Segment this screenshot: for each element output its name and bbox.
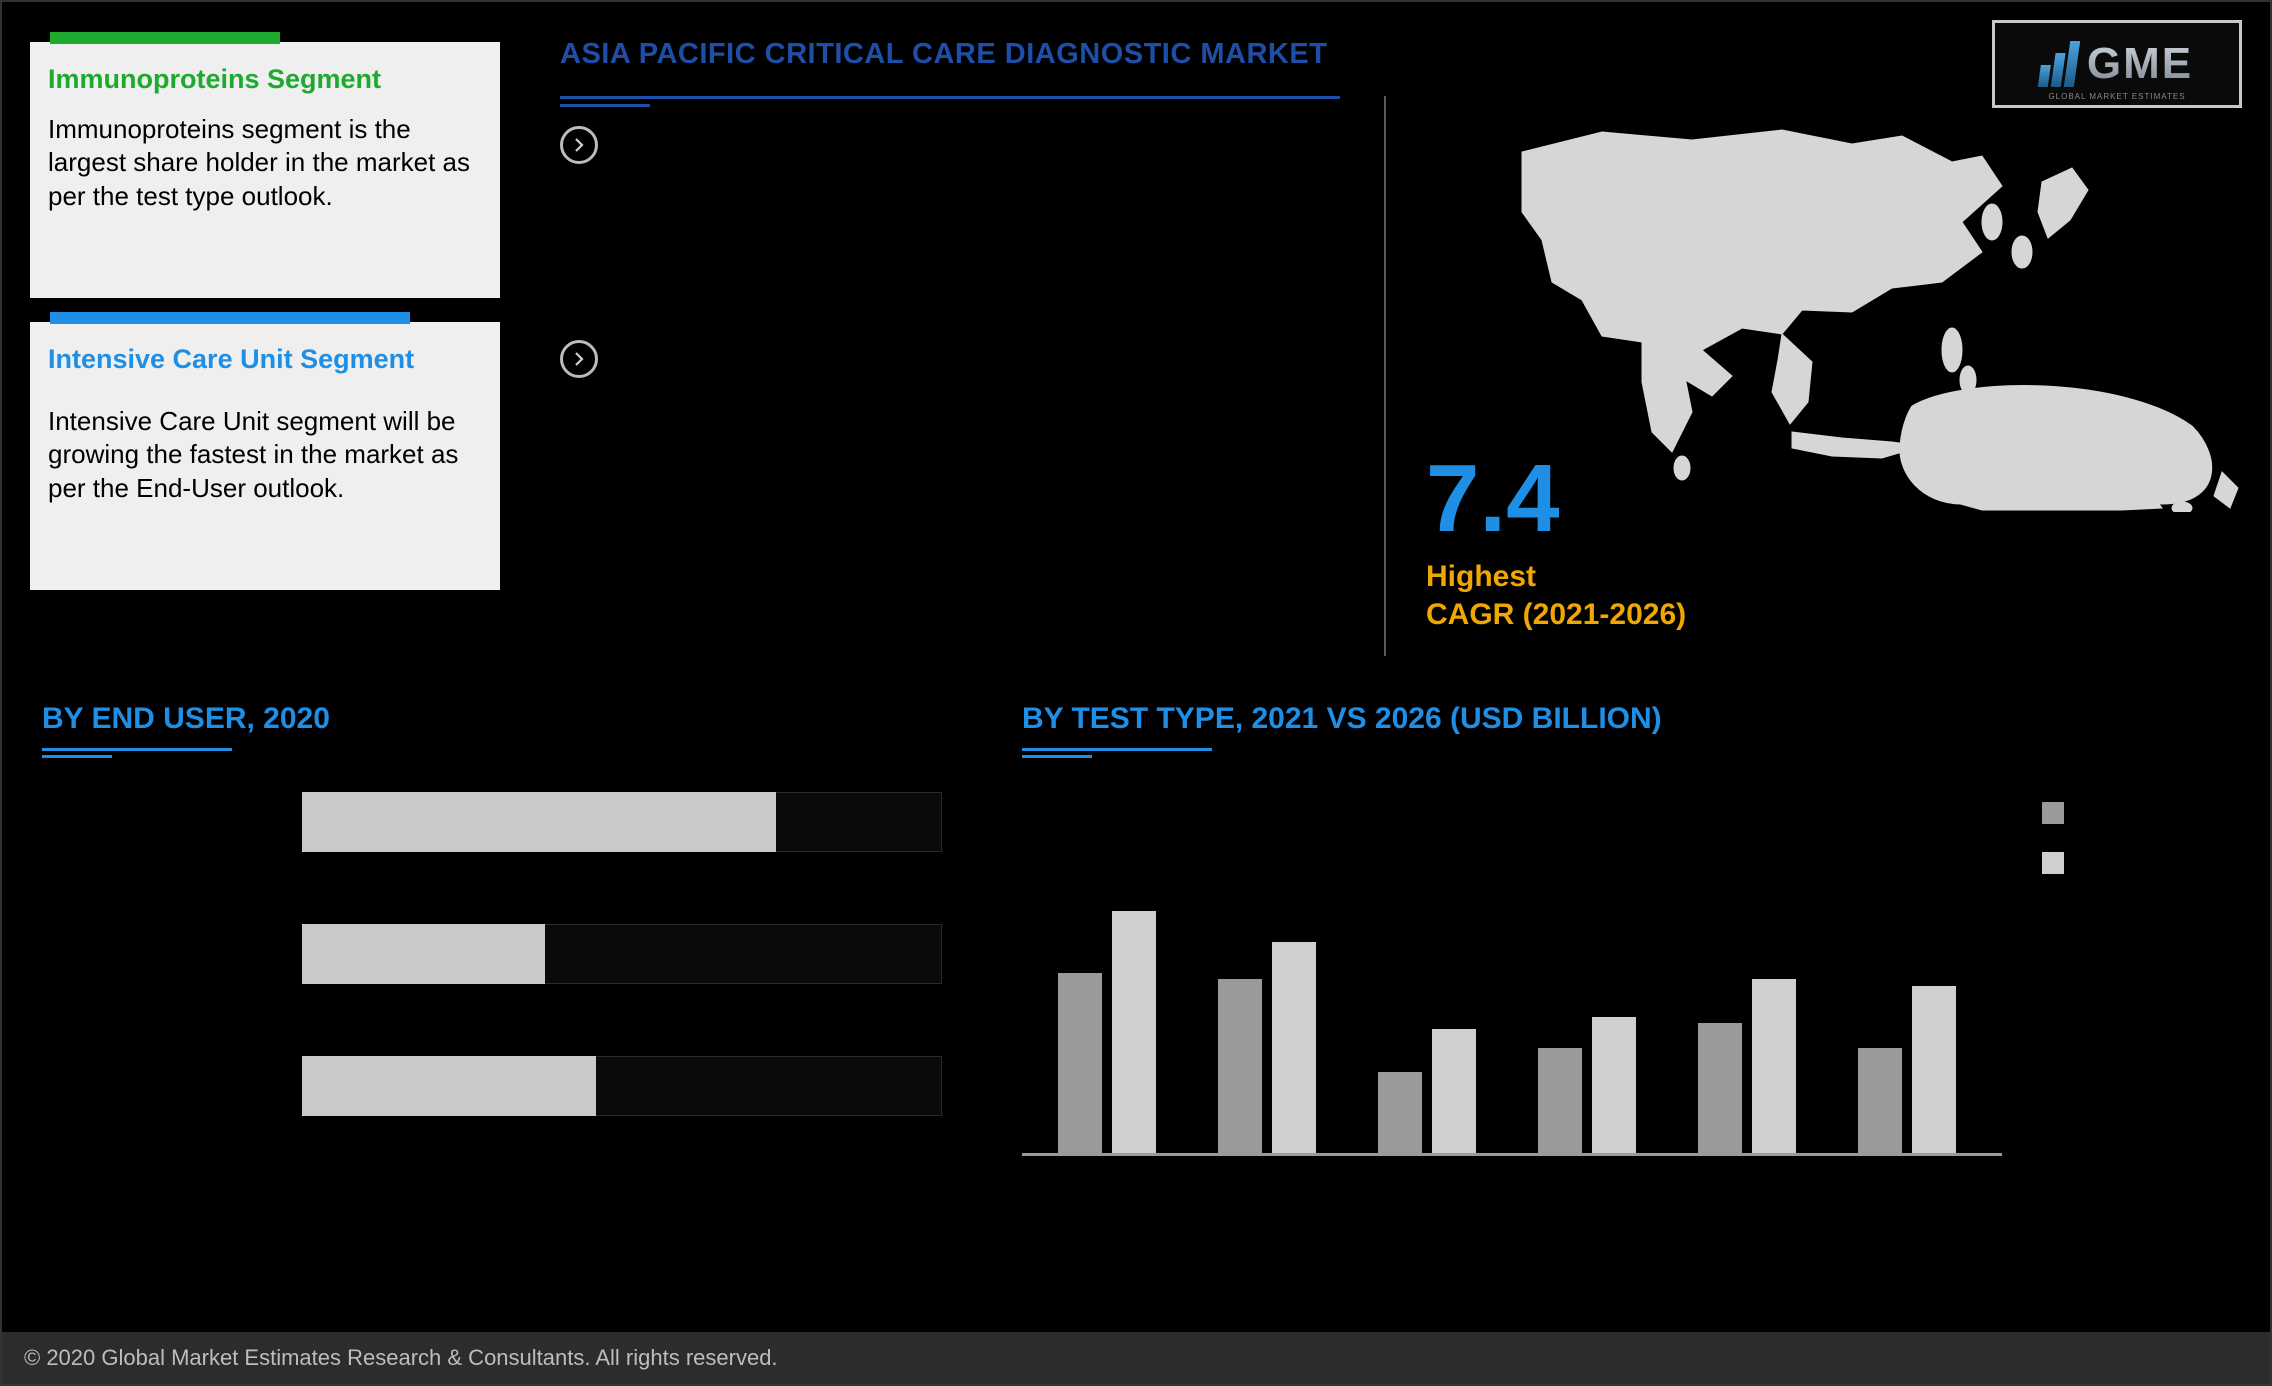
bar (1218, 979, 1262, 1153)
hbar-fill (302, 1056, 596, 1116)
info-card-immunoproteins: Immunoproteins Segment Immunoproteins se… (30, 42, 500, 298)
bar (1912, 986, 1956, 1153)
card-heading: Intensive Care Unit Segment (48, 344, 482, 375)
info-card-icu: Intensive Care Unit Segment Intensive Ca… (30, 322, 500, 590)
chevron-right-icon (560, 126, 598, 164)
cagr-label-line2: CAGR (2021-2026) (1426, 598, 1686, 631)
bar-group (1052, 911, 1162, 1153)
section-heading-text: BY TEST TYPE, 2021 VS 2026 (USD BILLION) (1022, 702, 1662, 735)
card-accent (50, 32, 280, 44)
bar (1592, 1017, 1636, 1153)
section-heading-text: BY END USER, 2020 (42, 702, 330, 735)
logo-bars-icon (2038, 41, 2080, 87)
section-underline (42, 748, 232, 751)
hbar-fill (302, 924, 545, 984)
card-body: Intensive Care Unit segment will be grow… (48, 405, 482, 505)
footer-copyright: © 2020 Global Market Estimates Research … (2, 1332, 2270, 1384)
title-underline (560, 96, 1340, 99)
hbar-row (302, 1056, 942, 1116)
legend-item (2042, 852, 2212, 874)
cagr-label-line1: Highest (1426, 560, 1536, 593)
logo-subtext: GLOBAL MARKET ESTIMATES (1995, 92, 2239, 101)
hbar-row (302, 792, 942, 852)
bar (1858, 1048, 1902, 1153)
logo-text: GME (2087, 39, 2193, 89)
section-underline (1022, 748, 1212, 751)
bar-group (1212, 942, 1322, 1153)
legend-swatch (2042, 852, 2064, 874)
page-title: ASIA PACIFIC CRITICAL CARE DIAGNOSTIC MA… (560, 38, 1327, 71)
bar-group (1692, 979, 1802, 1153)
end-user-bar-chart (42, 792, 962, 1212)
cagr-value: 7.4 (1426, 444, 1559, 554)
cagr-label: Highest CAGR (2021-2026) (1426, 558, 1686, 633)
card-heading: Immunoproteins Segment (48, 64, 482, 95)
bar (1378, 1072, 1422, 1153)
bar (1112, 911, 1156, 1153)
bar (1432, 1029, 1476, 1153)
brand-logo: GME GLOBAL MARKET ESTIMATES (1992, 20, 2242, 108)
bar-group (1372, 1029, 1482, 1153)
vertical-divider (1384, 96, 1386, 656)
section-heading-test-type: BY TEST TYPE, 2021 VS 2026 (USD BILLION) (1022, 702, 1662, 736)
bar (1698, 1023, 1742, 1153)
chart-plot-area (1022, 846, 2002, 1156)
map-icon (1482, 112, 2242, 512)
card-accent (50, 312, 410, 324)
chart-legend (2042, 802, 2212, 902)
bar (1538, 1048, 1582, 1153)
bar (1272, 942, 1316, 1153)
legend-swatch (2042, 802, 2064, 824)
legend-item (2042, 802, 2212, 824)
bar-group (1532, 1017, 1642, 1153)
hbar-row (302, 924, 942, 984)
chevron-right-icon (560, 340, 598, 378)
hbar-fill (302, 792, 776, 852)
card-body: Immunoproteins segment is the largest sh… (48, 113, 482, 213)
test-type-bar-chart (1022, 792, 2212, 1212)
section-heading-end-user: BY END USER, 2020 (42, 702, 330, 736)
bar (1058, 973, 1102, 1153)
bar-group (1852, 986, 1962, 1153)
bar (1752, 979, 1796, 1153)
